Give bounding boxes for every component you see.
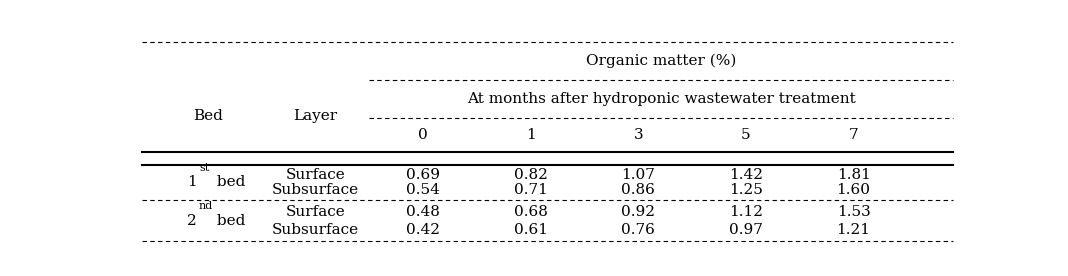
Text: 0.76: 0.76 bbox=[622, 223, 656, 237]
Text: 1.53: 1.53 bbox=[836, 205, 870, 219]
Text: Bed: Bed bbox=[193, 109, 223, 123]
Text: 1.42: 1.42 bbox=[729, 168, 763, 182]
Text: Layer: Layer bbox=[294, 109, 337, 123]
Text: 1.25: 1.25 bbox=[729, 183, 763, 197]
Text: 1: 1 bbox=[187, 176, 198, 189]
Text: 1.21: 1.21 bbox=[836, 223, 870, 237]
Text: 1.07: 1.07 bbox=[622, 168, 656, 182]
Text: Surface: Surface bbox=[286, 205, 345, 219]
Text: 2: 2 bbox=[187, 214, 198, 228]
Text: Organic matter (%): Organic matter (%) bbox=[586, 54, 736, 68]
Text: 5: 5 bbox=[741, 128, 751, 142]
Text: 1.81: 1.81 bbox=[836, 168, 870, 182]
Text: 0.82: 0.82 bbox=[514, 168, 548, 182]
Text: 0.69: 0.69 bbox=[406, 168, 440, 182]
Text: nd: nd bbox=[199, 201, 214, 211]
Text: bed: bed bbox=[213, 176, 246, 189]
Text: 0.86: 0.86 bbox=[622, 183, 656, 197]
Text: Subsurface: Subsurface bbox=[272, 223, 359, 237]
Text: 1: 1 bbox=[525, 128, 536, 142]
Text: 0.97: 0.97 bbox=[729, 223, 763, 237]
Text: 7: 7 bbox=[849, 128, 859, 142]
Text: 0.54: 0.54 bbox=[406, 183, 440, 197]
Text: 0.71: 0.71 bbox=[514, 183, 548, 197]
Text: Subsurface: Subsurface bbox=[272, 183, 359, 197]
Text: 3: 3 bbox=[633, 128, 643, 142]
Text: 1.60: 1.60 bbox=[836, 183, 870, 197]
Text: 0: 0 bbox=[419, 128, 428, 142]
Text: 1.12: 1.12 bbox=[729, 205, 763, 219]
Text: bed: bed bbox=[213, 214, 246, 228]
Text: 0.48: 0.48 bbox=[406, 205, 440, 219]
Text: 0.92: 0.92 bbox=[622, 205, 656, 219]
Text: At months after hydroponic wastewater treatment: At months after hydroponic wastewater tr… bbox=[467, 92, 855, 106]
Text: 0.61: 0.61 bbox=[514, 223, 548, 237]
Text: 0.42: 0.42 bbox=[406, 223, 440, 237]
Text: st: st bbox=[199, 163, 209, 172]
Text: 0.68: 0.68 bbox=[514, 205, 548, 219]
Text: Surface: Surface bbox=[286, 168, 345, 182]
